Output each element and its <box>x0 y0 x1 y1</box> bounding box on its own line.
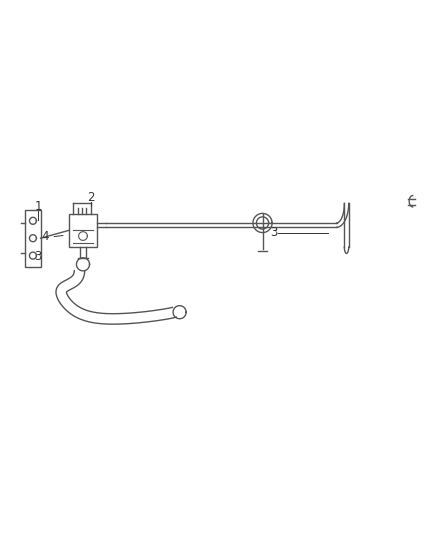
Text: 2: 2 <box>87 191 94 204</box>
Text: 4: 4 <box>41 230 49 244</box>
Text: 3: 3 <box>34 251 41 263</box>
Text: 1: 1 <box>35 200 42 213</box>
Text: 3: 3 <box>270 226 277 239</box>
